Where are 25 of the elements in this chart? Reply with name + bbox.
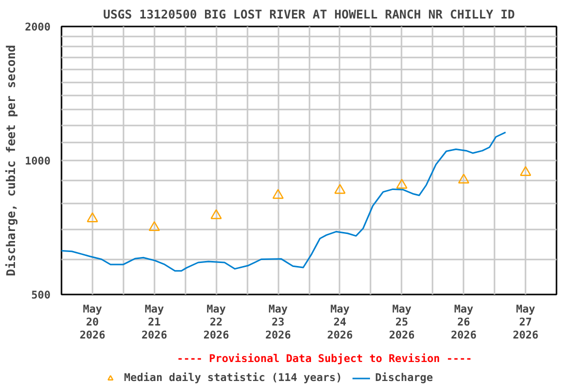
x-tick-label: May 21 2026 — [141, 302, 168, 342]
point — [396, 178, 408, 189]
legend-label: Discharge — [375, 371, 433, 384]
text: ---- Provisional Data Subject to Revision ---- — [176, 352, 472, 365]
x-tick-label: May 25 2026 — [388, 302, 415, 342]
x-tick-label: May 26 2026 — [450, 302, 477, 342]
x-tick-label: May 20 2026 — [80, 302, 106, 342]
x-tick-label: May 27 2026 — [512, 302, 538, 342]
point — [272, 188, 284, 199]
point — [148, 221, 160, 232]
point — [210, 209, 222, 220]
line-series — [62, 132, 506, 272]
point — [86, 212, 98, 222]
y-axis-title: Discharge, cubic feet per second — [4, 44, 18, 276]
point — [458, 174, 470, 184]
y-tick-label: 1000 — [24, 154, 51, 168]
y-tick-label: 500 — [31, 288, 51, 302]
x-tick-label: May 24 2026 — [327, 302, 353, 342]
point — [520, 166, 532, 176]
x-tick-label: May 23 2026 — [265, 302, 291, 342]
x-tick-label: May 22 2026 — [203, 302, 230, 342]
point — [334, 184, 346, 194]
chart-title: USGS 13120500 BIG LOST RIVER AT HOWELL RANCH NR CHILLY ID — [103, 8, 515, 22]
legend-label: Median daily statistic (114 years) — [124, 371, 342, 384]
y-tick-label: 2000 — [24, 20, 51, 34]
